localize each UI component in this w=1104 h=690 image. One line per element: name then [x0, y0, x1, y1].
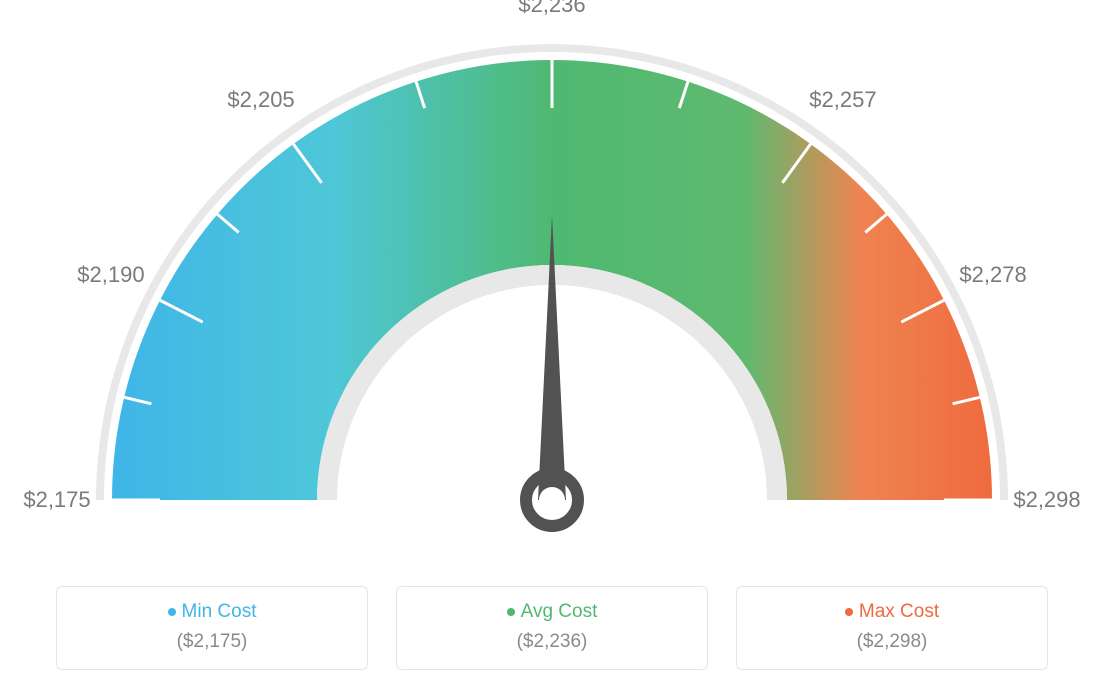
gauge-area: $2,175 $2,190 $2,205 $2,236 $2,257 $2,278 $2,2… [0, 0, 1104, 560]
legend-max-label: Max Cost [859, 601, 939, 622]
gauge-tick-label: $2,175 [23, 487, 90, 513]
legend-card-avg: Avg Cost ($2,236) [396, 586, 708, 670]
legend-max-title: Max Cost [737, 601, 1047, 623]
legend-max-value: ($2,298) [737, 631, 1047, 653]
dot-icon [845, 608, 853, 616]
dot-icon [507, 608, 515, 616]
dot-icon [168, 608, 176, 616]
gauge-tick-label: $2,298 [1013, 487, 1080, 513]
legend-card-max: Max Cost ($2,298) [736, 586, 1048, 670]
gauge-svg [0, 0, 1104, 560]
gauge-tick-label: $2,236 [518, 0, 585, 18]
legend-min-value: ($2,175) [57, 631, 367, 653]
gauge-tick-label: $2,190 [77, 262, 144, 288]
legend-card-min: Min Cost ($2,175) [56, 586, 368, 670]
legend-avg-value: ($2,236) [397, 631, 707, 653]
gauge-tick-label: $2,205 [227, 87, 294, 113]
legend-avg-label: Avg Cost [521, 601, 598, 622]
legend-row: Min Cost ($2,175) Avg Cost ($2,236) Max … [0, 586, 1104, 670]
legend-min-label: Min Cost [182, 601, 257, 622]
legend-min-title: Min Cost [57, 601, 367, 623]
cost-gauge-chart: $2,175 $2,190 $2,205 $2,236 $2,257 $2,278 $2,2… [0, 0, 1104, 690]
gauge-tick-label: $2,278 [959, 262, 1026, 288]
gauge-tick-label: $2,257 [809, 87, 876, 113]
legend-avg-title: Avg Cost [397, 601, 707, 623]
